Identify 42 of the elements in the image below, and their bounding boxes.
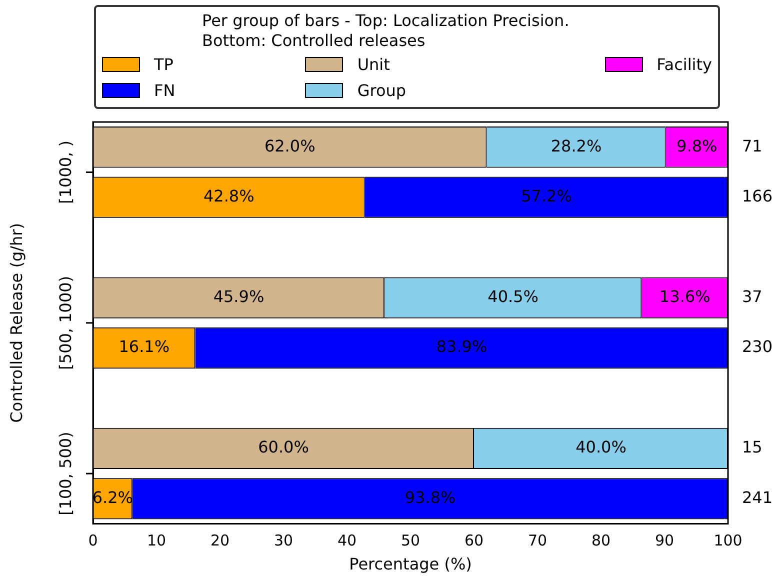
x-tick-label: 90 — [654, 532, 674, 550]
x-tick-label: 30 — [274, 532, 294, 550]
data-label: 57.2% — [520, 186, 572, 206]
legend-label: Group — [357, 80, 406, 100]
data-label: 93.8% — [404, 488, 456, 507]
legend-title: Per group of bars - Top: Localization Precision. Bottom: Controlled releases — [201, 11, 570, 51]
x-tick-label: 40 — [337, 532, 357, 550]
x-tick-label: 0 — [88, 532, 98, 550]
legend-label: Facility — [656, 54, 712, 74]
data-label: 6.2% — [92, 488, 134, 507]
legend-label: FN — [154, 80, 176, 100]
x-tick-label: 70 — [528, 532, 548, 550]
data-label: 60.0% — [258, 438, 309, 457]
text: 71 — [742, 136, 762, 156]
data-label: 40.0% — [576, 438, 626, 457]
data-label: 83.9% — [436, 337, 488, 356]
data-label: 45.9% — [213, 286, 264, 306]
data-label: 28.2% — [550, 136, 602, 156]
data-label: 16.1% — [118, 337, 170, 356]
legend-label: Unit — [357, 54, 390, 74]
x-tick-label: 80 — [591, 532, 611, 550]
y-axis-title: Controlled Release (g/hr) — [6, 223, 26, 423]
legend-label: TP — [154, 54, 174, 74]
text: 166 — [742, 186, 773, 206]
text: 230 — [742, 337, 773, 356]
text: 37 — [742, 286, 762, 306]
data-label: 40.5% — [488, 286, 538, 306]
x-tick-label: 50 — [400, 532, 420, 550]
y-tick-label: [500, 1000) — [56, 276, 76, 370]
data-label: 62.0% — [264, 136, 316, 156]
x-tick-label: 60 — [464, 532, 484, 550]
text: 15 — [742, 438, 762, 457]
text: 241 — [742, 488, 773, 507]
x-tick-label: 100 — [714, 532, 742, 550]
y-tick-label: [1000, ) — [56, 140, 76, 204]
data-label: 13.6% — [659, 286, 710, 306]
x-tick-label: 10 — [146, 532, 166, 550]
data-label: 9.8% — [676, 136, 718, 156]
x-axis-title: Percentage (%) — [349, 554, 472, 574]
data-label: 42.8% — [203, 186, 254, 206]
y-tick-label: [100, 500) — [56, 432, 76, 516]
x-tick-label: 20 — [210, 532, 230, 550]
